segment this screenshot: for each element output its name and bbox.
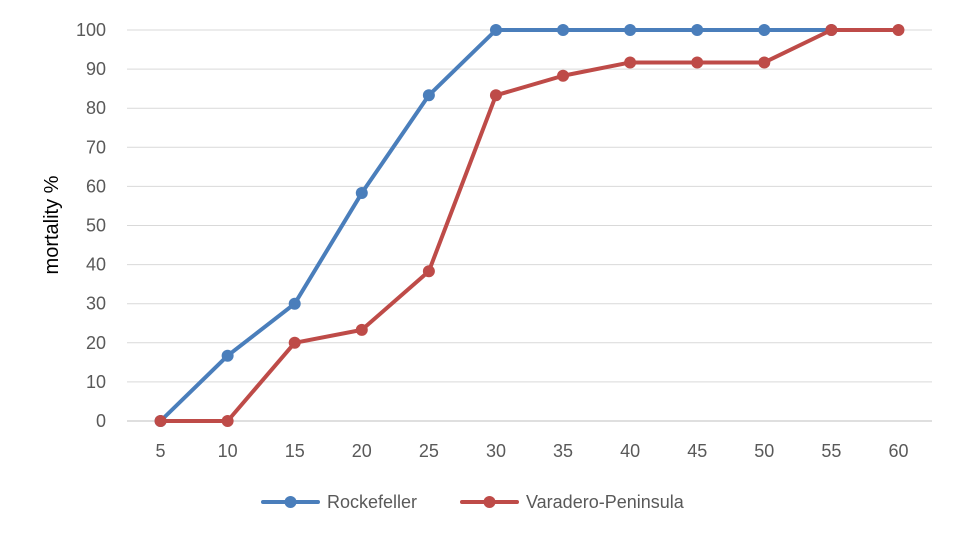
x-tick-label: 25 [419, 441, 439, 461]
data-point [489, 24, 502, 36]
x-tick-label: 40 [620, 441, 640, 461]
legend-swatch-marker [483, 496, 496, 508]
y-tick-label: 80 [86, 98, 106, 118]
data-point [557, 24, 570, 36]
data-point [557, 69, 570, 82]
legend-item: Rockefeller [261, 492, 417, 512]
data-point [288, 297, 301, 310]
data-point [221, 415, 234, 427]
data-point [288, 336, 301, 349]
data-point [691, 56, 704, 69]
y-axis-label: mortality % [41, 175, 63, 274]
legend-swatch-marker [284, 496, 297, 508]
legend: Rockefeller Varadero-Peninsula [261, 492, 685, 512]
x-tick-label: 30 [486, 441, 506, 461]
x-tick-label: 45 [687, 441, 707, 461]
x-tick-label: 10 [218, 441, 238, 461]
x-tick-label: 5 [156, 441, 166, 461]
legend-label: Rockefeller [327, 492, 417, 512]
y-tick-label: 40 [86, 255, 106, 275]
series-line [158, 28, 901, 423]
x-axis-ticks: 5 10 15 20 25 30 35 40 45 50 55 60 [156, 441, 909, 461]
legend-item: Varadero-Peninsula [460, 492, 685, 512]
data-point [355, 323, 368, 336]
series-2 [154, 24, 905, 427]
series-group [154, 24, 905, 427]
x-tick-label: 60 [888, 441, 908, 461]
y-tick-label: 50 [86, 216, 106, 236]
data-point [892, 24, 905, 36]
legend-label: Varadero-Peninsula [526, 492, 685, 512]
y-tick-label: 90 [86, 59, 106, 79]
data-point [758, 24, 771, 36]
y-axis-ticks: 0 10 20 30 40 50 60 70 80 90 100 [76, 20, 106, 431]
y-tick-label: 30 [86, 294, 106, 314]
y-tick-label: 20 [86, 333, 106, 353]
data-point [758, 56, 771, 69]
data-point [825, 24, 838, 36]
data-point [624, 56, 637, 69]
data-point [154, 415, 167, 427]
data-point [221, 349, 234, 362]
data-point [624, 24, 637, 36]
x-tick-label: 55 [821, 441, 841, 461]
x-tick-label: 20 [352, 441, 372, 461]
data-point [422, 265, 435, 278]
y-tick-label: 60 [86, 176, 106, 196]
data-point [489, 89, 502, 102]
data-point [691, 24, 704, 36]
y-tick-label: 0 [96, 411, 106, 431]
x-tick-label: 15 [285, 441, 305, 461]
y-tick-label: 100 [76, 20, 106, 40]
x-tick-label: 35 [553, 441, 573, 461]
x-tick-label: 50 [754, 441, 774, 461]
y-tick-label: 70 [86, 137, 106, 157]
data-point [355, 187, 368, 200]
data-point [422, 89, 435, 102]
gridlines [127, 29, 932, 422]
y-tick-label: 10 [86, 372, 106, 392]
